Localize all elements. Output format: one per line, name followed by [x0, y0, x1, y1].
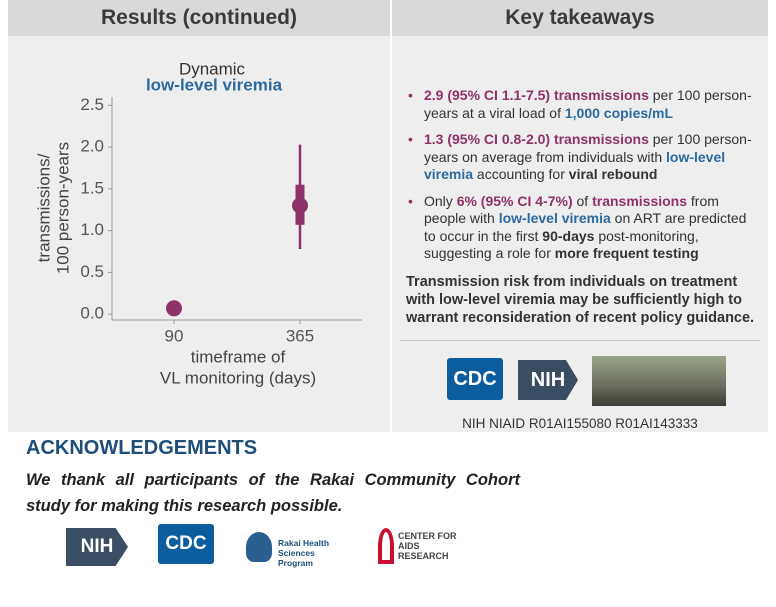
- chart-subtitle: low-level viremia: [146, 75, 283, 94]
- highlight: 1.3 (95% CI 0.8-2.0) transmissions: [424, 131, 649, 147]
- nih-logo: NIH: [518, 360, 578, 400]
- chart: Dynamic low-level viremia 0.0 0.5 1.0 1.5 2.…: [34, 59, 362, 387]
- y-axis-label: transmissions/: [34, 153, 53, 262]
- takeaway: 2.9 (95% CI 1.1-7.5) transmissions per 1…: [406, 87, 762, 122]
- conclusion: Transmission risk from individuals on tr…: [406, 274, 755, 326]
- highlight: 90-days: [542, 227, 595, 244]
- takeaway: Only 6% (95% CI 4-7%) of transmissions f…: [406, 193, 762, 263]
- nih-logo: NIH: [66, 528, 128, 566]
- cfar-logo: CENTER FOR AIDS RESEARCH: [398, 531, 457, 561]
- text: accounting for: [473, 166, 569, 182]
- x-tick-label: 90: [165, 326, 184, 345]
- x-tick-label: 365: [286, 326, 314, 345]
- text: per 100 person-years on average from ind…: [424, 131, 752, 165]
- y-tick-label: 1.5: [80, 178, 104, 197]
- y-tick-label: 2.0: [80, 137, 104, 156]
- highlight: low-level viremia: [498, 210, 611, 226]
- rakai-logo: Rakai Health Sciences Program: [278, 538, 330, 568]
- takeaway: 1.3 (95% CI 0.8-2.0) transmissions per 1…: [406, 131, 762, 184]
- ribbon-icon: [378, 528, 394, 564]
- text: Only: [424, 192, 457, 209]
- cdc-logo: CDC: [447, 358, 503, 400]
- y-tick-label: 1.0: [80, 220, 104, 239]
- y-tick-label: 0.5: [80, 262, 104, 281]
- text: from people with: [424, 192, 719, 227]
- point: [292, 197, 308, 214]
- text: on ART are predicted to occur in the fir…: [424, 210, 747, 244]
- y-tick-label: 0.0: [80, 304, 104, 323]
- text: per 100 person-years at a viral load of: [424, 87, 752, 121]
- highlight: low-level viremia: [424, 148, 726, 183]
- rakai-icon: [246, 532, 272, 562]
- x-axis-label: timeframe of: [191, 347, 286, 366]
- highlight: viral rebound: [568, 166, 658, 182]
- text: post-monitoring, suggesting a role for: [424, 227, 699, 262]
- chart-title: Dynamic: [179, 59, 246, 78]
- takeaways-header: Key takeaways: [392, 0, 768, 36]
- highlight: more frequent testing: [554, 245, 699, 261]
- funding: NIH NIAID R01AI155080 R01AI143333: [462, 416, 698, 431]
- y-axis-label: 100 person-years: [53, 142, 72, 274]
- point: [166, 300, 182, 317]
- y-tick-label: 2.5: [80, 95, 104, 114]
- x-axis-label: VL monitoring (days): [160, 368, 316, 387]
- highlight: 6% (95% CI 4-7%): [456, 192, 573, 209]
- ack-title: ACKNOWLEDGEMENTS: [26, 437, 258, 459]
- highlight: transmissions: [592, 192, 688, 209]
- results-header: Results (continued): [8, 0, 390, 36]
- highlight: 2.9 (95% CI 1.1-7.5) transmissions: [424, 87, 649, 103]
- group-photo: [592, 356, 726, 406]
- highlight: 1,000 copies/mL: [564, 104, 674, 121]
- takeaway-list: 2.9 (95% CI 1.1-7.5) transmissions per 1…: [406, 87, 762, 272]
- ack-text: We thank all participants of the Rakai C…: [26, 471, 520, 515]
- results-panel: [8, 0, 390, 432]
- text: of: [572, 192, 593, 209]
- separator: [400, 340, 760, 341]
- cdc-logo: CDC: [158, 524, 214, 564]
